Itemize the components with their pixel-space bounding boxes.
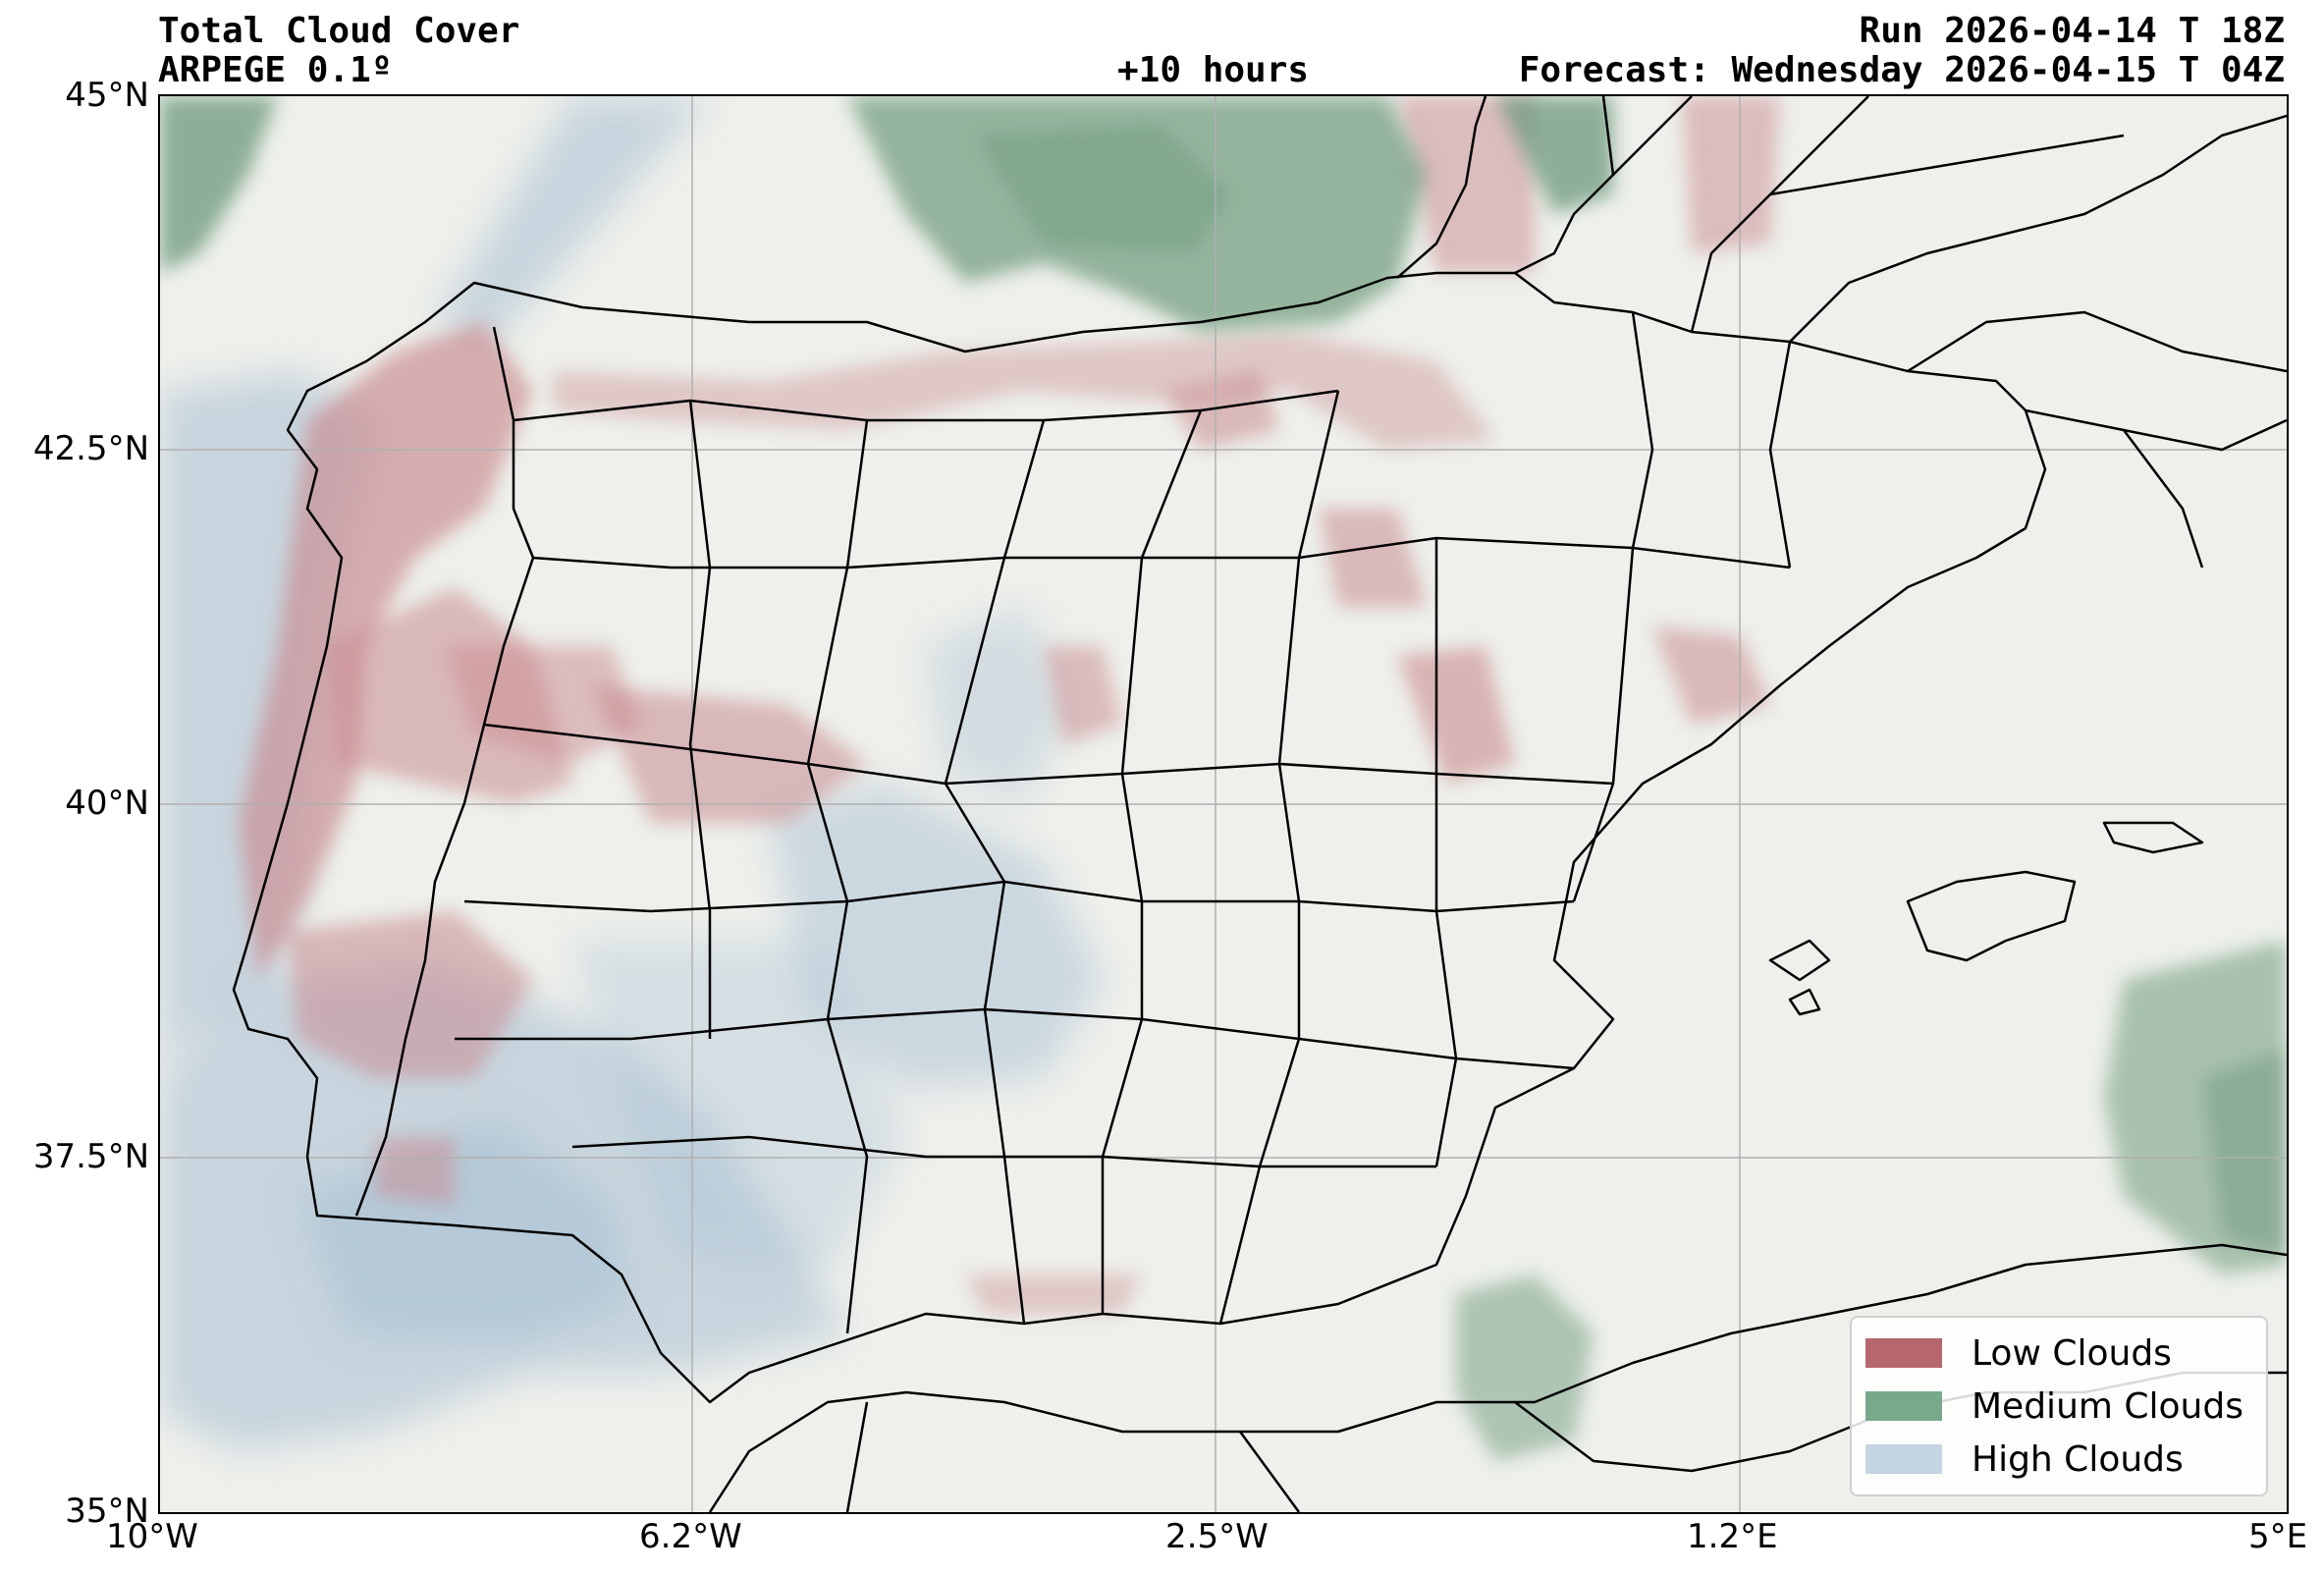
lon-tick: 2.5°W	[1165, 1517, 1269, 1556]
lat-tick: 42.5°N	[32, 429, 149, 468]
lon-tick: 5°E	[2248, 1517, 2308, 1556]
map-title: Total Cloud Cover	[158, 11, 520, 51]
cloud-cover-map	[160, 96, 2287, 1512]
lat-tick: 40°N	[65, 784, 149, 823]
high-clouds-swatch	[1865, 1444, 1942, 1474]
model-name: ARPEGE 0.1º	[158, 50, 393, 90]
low-clouds-swatch	[1865, 1338, 1942, 1368]
legend-item-high: High Clouds	[1865, 1437, 2184, 1481]
legend-item-low: Low Clouds	[1865, 1331, 2172, 1375]
legend-label: Low Clouds	[1972, 1332, 2172, 1374]
run-time: Run 2026-04-14 T 18Z	[1859, 11, 2285, 51]
forecast-time: Forecast: Wednesday 2026-04-15 T 04Z	[1518, 50, 2285, 90]
medium-clouds-swatch	[1865, 1391, 1942, 1421]
lon-tick: 6.2°W	[639, 1517, 742, 1556]
legend-label: High Clouds	[1972, 1438, 2184, 1480]
lat-tick: 37.5°N	[32, 1137, 149, 1176]
coastlines-and-borders	[232, 96, 2287, 1512]
legend: Low Clouds Medium Clouds High Clouds	[1850, 1316, 2268, 1496]
map-area[interactable]: Low Clouds Medium Clouds High Clouds	[158, 94, 2289, 1514]
legend-label: Medium Clouds	[1972, 1385, 2243, 1427]
lon-tick: 10°W	[106, 1517, 198, 1556]
lat-tick: 45°N	[65, 76, 149, 115]
lead-time: +10 hours	[1117, 50, 1310, 90]
lon-tick: 1.2°E	[1687, 1517, 1778, 1556]
lat-tick: 35°N	[65, 1492, 149, 1531]
medium-cloud-layer	[160, 96, 2287, 1461]
legend-item-medium: Medium Clouds	[1865, 1384, 2243, 1428]
